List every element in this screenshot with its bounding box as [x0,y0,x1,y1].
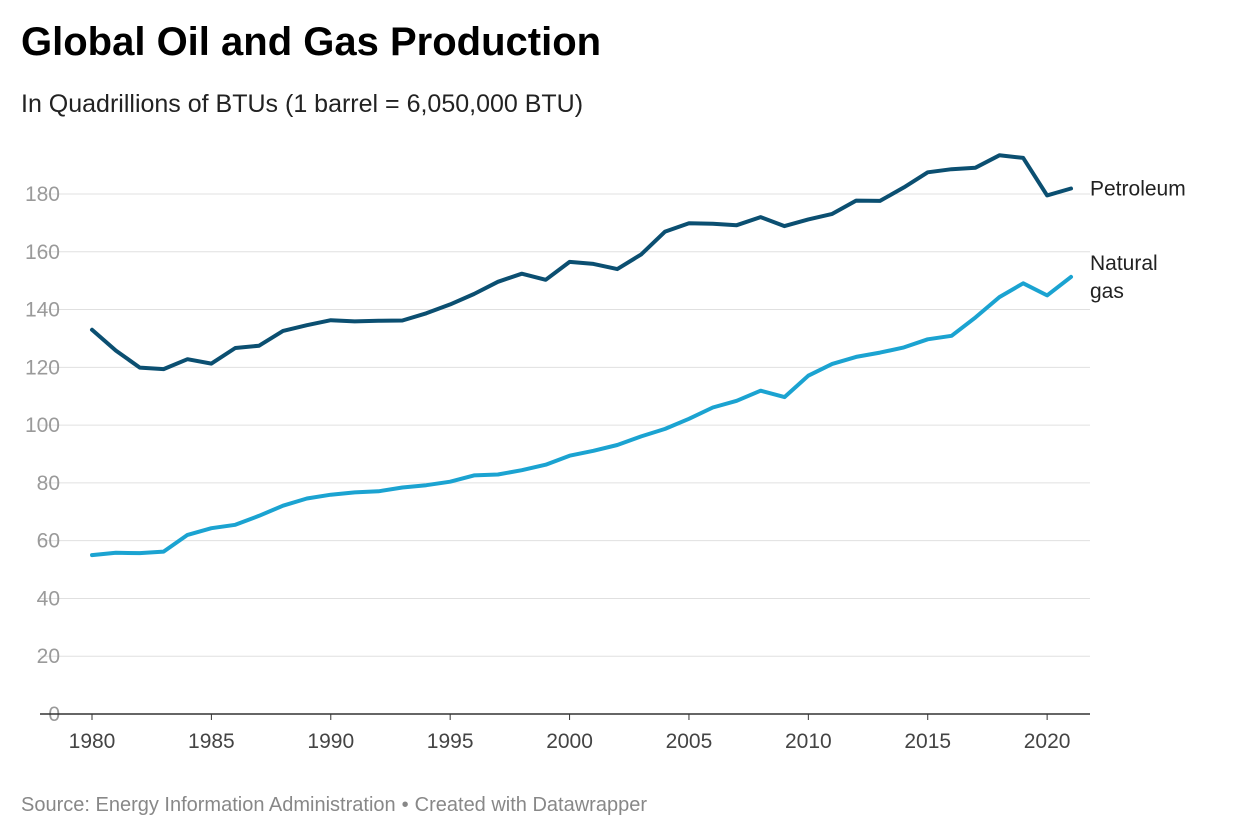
y-tick-label: 20 [37,645,60,668]
x-tick-label: 2005 [666,730,713,753]
y-tick-label: 100 [25,414,60,437]
x-tick-label: 2000 [546,730,593,753]
y-tick-label: 140 [25,299,60,322]
y-tick-label: 180 [25,183,60,206]
x-tick-label: 2020 [1024,730,1071,753]
y-tick-label: 40 [37,587,60,610]
x-tick-label: 1990 [307,730,354,753]
chart-title: Global Oil and Gas Production [21,20,602,64]
x-tick-label: 2010 [785,730,832,753]
natural-gas-series-line [90,274,1073,558]
y-tick-label: 160 [25,241,60,264]
y-tick-label: 60 [37,530,60,553]
x-tick-label: 2015 [904,730,951,753]
x-tick-label: 1985 [188,730,235,753]
footer-separator: • [401,794,409,816]
source-note: Source: Energy Information Administratio… [21,794,396,816]
y-tick-label: 120 [25,356,60,379]
x-tick-label: 1995 [427,730,474,753]
credit-note: Created with Datawrapper [414,794,647,816]
x-tick-label: 1980 [69,730,116,753]
natural-gas-series-label: Natural gas [1090,252,1158,303]
chart-footer: Source: Energy Information Administratio… [21,794,647,817]
y-tick-label: 80 [37,472,60,495]
chart-subtitle: In Quadrillions of BTUs (1 barrel = 6,05… [21,90,584,118]
petroleum-series-line [90,153,1073,372]
petroleum-series-label: Petroleum [1090,178,1186,201]
